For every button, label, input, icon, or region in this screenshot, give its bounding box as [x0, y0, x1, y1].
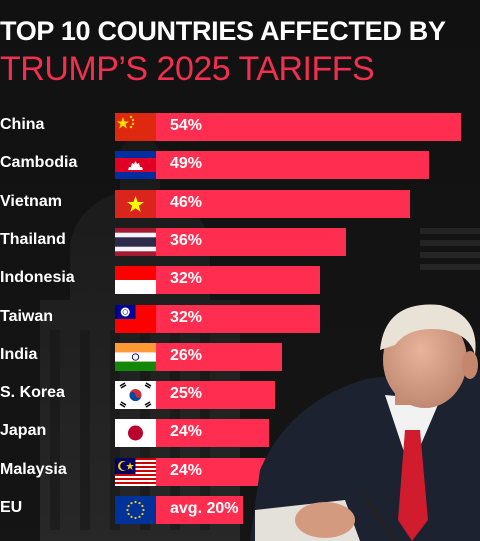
country-label: India — [0, 346, 38, 363]
vietnam-flag-icon — [115, 190, 156, 218]
value-label: 49% — [170, 155, 203, 172]
value-label: 32% — [170, 309, 203, 326]
country-label: Thailand — [0, 231, 66, 248]
eu-flag-icon — [115, 496, 156, 524]
value-label: 26% — [170, 347, 203, 364]
bar-row: Taiwan 32% — [0, 305, 480, 333]
china-flag-icon — [115, 113, 156, 141]
bar-row: S. Korea 25% — [0, 381, 480, 409]
country-label: Taiwan — [0, 308, 54, 325]
bar — [115, 190, 410, 218]
bar-row: Japan 24% — [0, 419, 480, 447]
bar-row: Vietnam 46% — [0, 190, 480, 218]
value-label: 32% — [170, 270, 203, 287]
value-label: avg. 20% — [170, 500, 239, 517]
bar-row: Malaysia 24% — [0, 458, 480, 486]
country-label: Malaysia — [0, 461, 67, 478]
bar — [115, 113, 461, 141]
taiwan-flag-icon — [115, 305, 156, 333]
bar-row: China 54% — [0, 113, 480, 141]
bar-row: Indonesia 32% — [0, 266, 480, 294]
value-label: 46% — [170, 194, 203, 211]
bar — [115, 151, 429, 179]
india-flag-icon — [115, 343, 156, 371]
title-line-2: TRUMP’S 2025 TARIFFS — [0, 50, 375, 88]
value-label: 24% — [170, 462, 203, 479]
country-label: S. Korea — [0, 384, 65, 401]
japan-flag-icon — [115, 419, 156, 447]
south-korea-flag-icon — [115, 381, 156, 409]
value-label: 36% — [170, 232, 203, 249]
malaysia-flag-icon — [115, 458, 156, 486]
thailand-flag-icon — [115, 228, 156, 256]
value-label: 54% — [170, 117, 203, 134]
country-label: Cambodia — [0, 154, 78, 171]
bar-row: Cambodia 49% — [0, 151, 480, 179]
country-label: Vietnam — [0, 193, 62, 210]
bar-row: EU avg. 20% — [0, 496, 480, 524]
value-label: 25% — [170, 385, 203, 402]
country-label: Indonesia — [0, 269, 75, 286]
country-label: Japan — [0, 422, 47, 439]
indonesia-flag-icon — [115, 266, 156, 294]
country-label: China — [0, 116, 45, 133]
value-label: 24% — [170, 423, 203, 440]
bar-row: India 26% — [0, 343, 480, 371]
country-label: EU — [0, 499, 23, 516]
title-line-1: TOP 10 COUNTRIES AFFECTED BY — [0, 16, 446, 46]
cambodia-flag-icon — [115, 151, 156, 179]
bar-row: Thailand 36% — [0, 228, 480, 256]
